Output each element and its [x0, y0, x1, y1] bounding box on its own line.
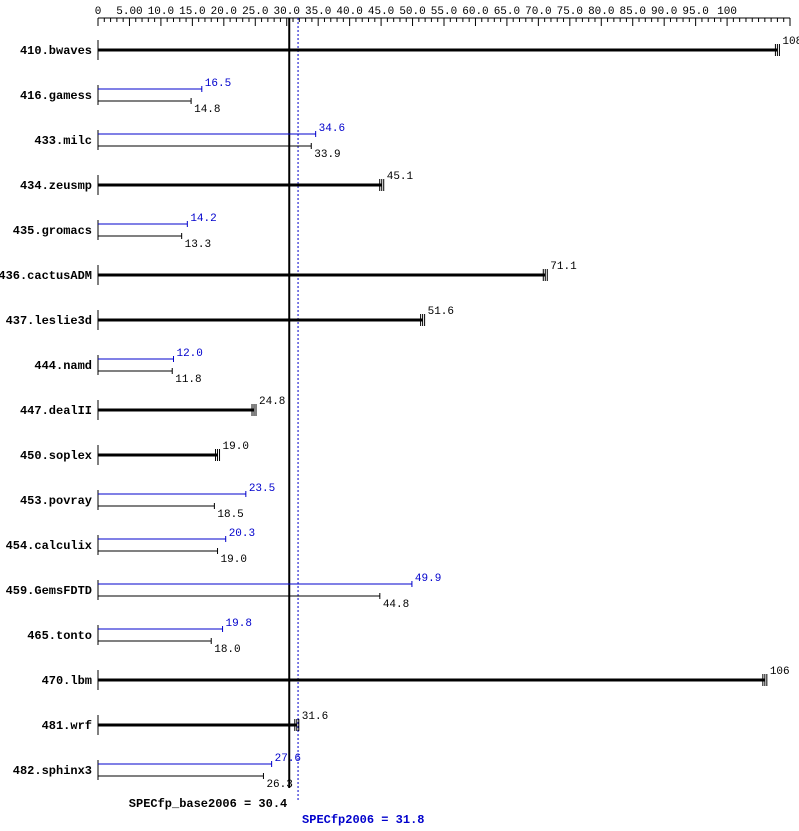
base-value: 108	[782, 36, 799, 48]
base-value: 26.3	[266, 779, 292, 791]
benchmark-row: 410.bwaves 108	[20, 36, 799, 60]
axis-tick-label: 100	[717, 6, 737, 18]
benchmark-row: 434.zeusmp 45.1	[20, 171, 414, 195]
benchmark-row: 450.soplex 19.0	[20, 441, 249, 465]
benchmark-label: 459.GemsFDTD	[6, 584, 92, 598]
axis-tick-label: 10.0	[148, 6, 174, 18]
axis-tick-label: 95.0	[682, 6, 708, 18]
axis-tick-label: 60.0	[462, 6, 488, 18]
benchmark-row: 437.leslie3d 51.6	[6, 306, 454, 330]
benchmark-row: 459.GemsFDTD 49.9 44.8	[6, 573, 442, 611]
base-value: 19.0	[221, 554, 247, 566]
base-value: 19.0	[223, 441, 249, 453]
benchmark-label: 435.gromacs	[13, 224, 92, 238]
axis-tick-label: 40.0	[336, 6, 362, 18]
axis-tick-label: 80.0	[588, 6, 614, 18]
base-value: 33.9	[314, 149, 340, 161]
benchmark-label: 454.calculix	[6, 539, 92, 553]
axis-tick-label: 35.0	[305, 6, 331, 18]
axis-tick-label: 90.0	[651, 6, 677, 18]
benchmark-label: 465.tonto	[27, 629, 92, 643]
benchmark-label: 482.sphinx3	[13, 764, 92, 778]
benchmark-row: 470.lbm 106	[42, 666, 790, 690]
benchmark-row: 435.gromacs 14.2 13.3	[13, 213, 217, 251]
benchmark-row: 454.calculix 20.3 19.0	[6, 528, 256, 566]
benchmark-label: 450.soplex	[20, 449, 92, 463]
base-value: 14.8	[194, 104, 220, 116]
base-value: 106	[770, 666, 790, 678]
benchmark-label: 416.gamess	[20, 89, 92, 103]
peak-value: 19.8	[226, 618, 252, 630]
axis-tick-label: 65.0	[494, 6, 520, 18]
benchmark-label: 447.dealII	[20, 404, 92, 418]
axis-tick-label: 55.0	[431, 6, 457, 18]
benchmark-label: 470.lbm	[42, 674, 92, 688]
benchmark-row: 447.dealII 24.8	[20, 396, 285, 420]
base-value: 45.1	[387, 171, 414, 183]
benchmark-label: 453.povray	[20, 494, 92, 508]
benchmark-label: 433.milc	[34, 134, 92, 148]
axis-tick-label: 0	[95, 6, 102, 18]
summary-base-label: SPECfp_base2006 = 30.4	[129, 797, 287, 811]
benchmark-label: 436.cactusADM	[0, 269, 92, 283]
axis-tick-label: 75.0	[557, 6, 583, 18]
peak-value: 12.0	[176, 348, 202, 360]
base-value: 51.6	[428, 306, 454, 318]
axis-tick-label: 15.0	[179, 6, 205, 18]
benchmark-row: 465.tonto 19.8 18.0	[27, 618, 252, 656]
benchmark-row: 481.wrf 31.6	[42, 711, 329, 735]
base-value: 31.6	[302, 711, 328, 723]
benchmark-label: 481.wrf	[42, 719, 92, 733]
axis-tick-label: 20.0	[211, 6, 237, 18]
benchmark-row: 482.sphinx3 27.6 26.3	[13, 753, 301, 791]
peak-value: 27.6	[275, 753, 301, 765]
peak-value: 14.2	[190, 213, 216, 225]
axis-tick-label: 45.0	[368, 6, 394, 18]
peak-value: 23.5	[249, 483, 275, 495]
base-value: 18.5	[217, 509, 243, 521]
benchmark-label: 434.zeusmp	[20, 179, 92, 193]
spec-benchmark-chart: 0 5.00 10.0 15.0 20.0 25.0 30.0 35.0 40.0 45.0 50.…	[0, 0, 799, 831]
axis-tick-label: 30.0	[274, 6, 300, 18]
base-value: 18.0	[214, 644, 240, 656]
base-value: 24.8	[259, 396, 285, 408]
x-axis: 0 5.00 10.0 15.0 20.0 25.0 30.0 35.0 40.0 45.0 50.…	[95, 6, 790, 26]
benchmark-row: 453.povray 23.5 18.5	[20, 483, 275, 521]
benchmark-label: 410.bwaves	[20, 44, 92, 58]
base-value: 11.8	[175, 374, 201, 386]
benchmark-row: 416.gamess 16.5 14.8	[20, 78, 231, 116]
peak-value: 34.6	[319, 123, 345, 135]
base-value: 13.3	[185, 239, 211, 251]
summary-peak-label: SPECfp2006 = 31.8	[302, 813, 424, 827]
axis-tick-label: 70.0	[525, 6, 551, 18]
benchmark-label: 444.namd	[34, 359, 92, 373]
axis-tick-label: 5.00	[116, 6, 142, 18]
peak-value: 16.5	[205, 78, 231, 90]
base-value: 71.1	[550, 261, 577, 273]
axis-tick-label: 85.0	[620, 6, 646, 18]
peak-value: 49.9	[415, 573, 441, 585]
axis-tick-label: 25.0	[242, 6, 268, 18]
benchmark-label: 437.leslie3d	[6, 314, 92, 328]
peak-value: 20.3	[229, 528, 255, 540]
base-value: 44.8	[383, 599, 409, 611]
benchmark-row: 444.namd 12.0 11.8	[34, 348, 203, 386]
axis-tick-label: 50.0	[399, 6, 425, 18]
